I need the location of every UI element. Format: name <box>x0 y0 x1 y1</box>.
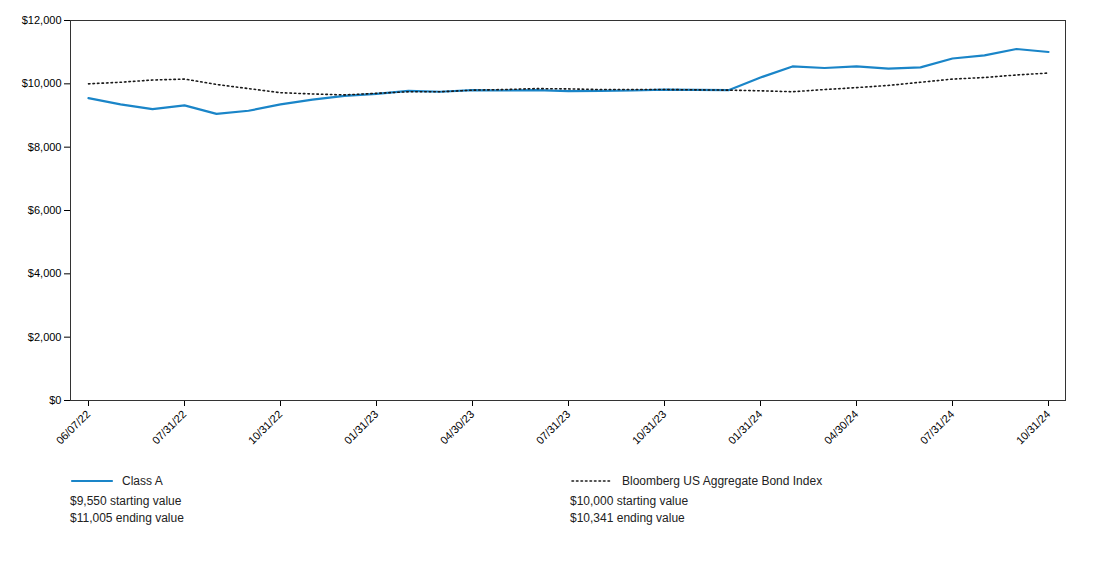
svg-text:$2,000: $2,000 <box>28 331 62 343</box>
svg-text:01/31/23: 01/31/23 <box>342 408 381 447</box>
svg-text:04/30/24: 04/30/24 <box>822 408 861 447</box>
svg-text:10/31/22: 10/31/22 <box>246 408 285 447</box>
svg-text:10/31/24: 10/31/24 <box>1014 408 1053 447</box>
svg-text:01/31/24: 01/31/24 <box>726 408 765 447</box>
svg-text:07/31/24: 07/31/24 <box>918 408 957 447</box>
svg-text:07/31/22: 07/31/22 <box>150 408 189 447</box>
html-text:$10,000 starting value: $10,000 starting value <box>570 494 689 508</box>
svg-text:06/07/22: 06/07/22 <box>54 408 93 447</box>
svg-text:$4,000: $4,000 <box>28 267 62 279</box>
html-text:$10,341 ending value: $10,341 ending value <box>570 511 685 525</box>
html-text:Class A: Class A <box>122 474 163 488</box>
svg-text:$12,000: $12,000 <box>22 14 62 26</box>
svg-text:$0: $0 <box>49 394 61 406</box>
html-text:Bloomberg US Aggregate Bond In: Bloomberg US Aggregate Bond Index <box>622 474 823 488</box>
svg-text:04/30/23: 04/30/23 <box>438 408 477 447</box>
html-text:$9,550 starting value: $9,550 starting value <box>70 494 182 508</box>
svg-text:07/31/23: 07/31/23 <box>534 408 573 447</box>
html-text:$11,005 ending value: $11,005 ending value <box>70 511 184 525</box>
svg-text:$10,000: $10,000 <box>22 77 62 89</box>
svg-text:$8,000: $8,000 <box>28 141 62 153</box>
svg-text:$6,000: $6,000 <box>28 204 62 216</box>
svg-text:10/31/23: 10/31/23 <box>630 408 669 447</box>
